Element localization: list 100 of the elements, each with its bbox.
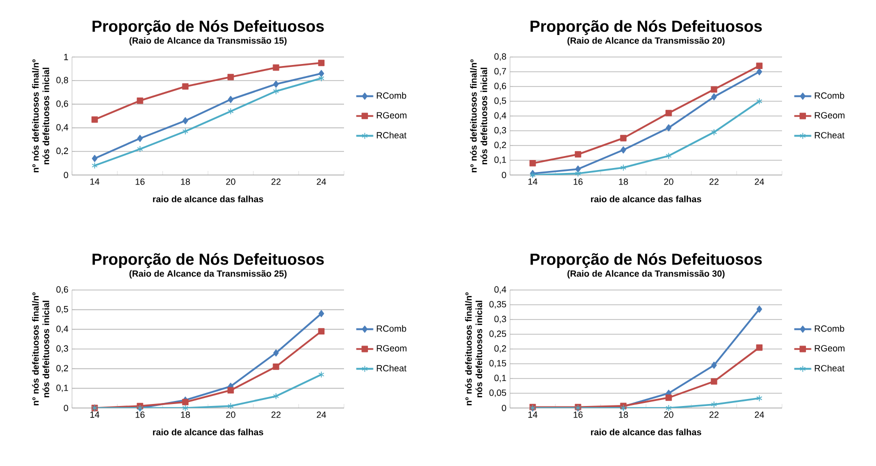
y-tick-label: 0,4	[56, 326, 68, 334]
point	[666, 152, 672, 160]
point	[711, 93, 717, 100]
chart-subtitle: (Raio de Alcance da Transmissão 25)	[129, 270, 287, 279]
point	[272, 364, 280, 370]
legend-label: RCheat	[376, 132, 406, 138]
chart-title: Proporção de Nós Defeituosos	[530, 253, 762, 268]
x-tick-label: 16	[574, 412, 583, 418]
point	[273, 88, 279, 95]
point	[711, 401, 717, 408]
x-tick-label: 20	[664, 178, 674, 185]
y-tick-label: 0	[502, 172, 506, 178]
y-tick-label: 0,3	[494, 127, 506, 134]
y-tick-label: 0,6	[56, 100, 68, 108]
legend-label: RGeom	[376, 345, 406, 352]
y-tick-label: 0,4	[56, 124, 68, 132]
x-axis-title: raio de alcance das falhas	[591, 428, 702, 436]
point	[574, 151, 582, 158]
x-tick-label: 16	[136, 412, 145, 418]
x-tick-label: 14	[90, 178, 100, 185]
x-tick-label: 22	[271, 178, 281, 185]
point	[182, 404, 188, 412]
point	[272, 64, 280, 71]
point	[318, 371, 324, 378]
point	[228, 402, 234, 410]
x-tick-label: 18	[181, 178, 190, 185]
y-tick-label: 0,2	[494, 345, 506, 353]
y-tick-label: 0,05	[489, 390, 506, 397]
point	[575, 170, 581, 177]
y-tick-label: 0,1	[494, 374, 506, 382]
y-tick-label: 0,3	[56, 345, 68, 353]
legend-label: RComb	[376, 325, 406, 332]
point	[137, 134, 143, 142]
point	[182, 128, 188, 135]
x-axis-title: raio de alcance das falhas	[591, 196, 702, 202]
x-tick-label: 24	[754, 412, 764, 418]
point	[665, 110, 672, 116]
y-tick-label: 0,4	[494, 112, 506, 120]
point	[620, 146, 626, 154]
x-tick-label: 18	[619, 412, 628, 418]
point	[136, 97, 144, 104]
chart-subtitle: (Raio de Alcance da Transmissão 15)	[129, 37, 287, 46]
point	[92, 154, 98, 162]
point	[273, 349, 279, 357]
y-axis-title: nº nós defeituosos final/nº nós defeituosos inicial	[32, 292, 50, 406]
x-tick-label: 16	[574, 178, 583, 185]
point	[666, 124, 672, 132]
point	[318, 70, 324, 78]
point	[227, 74, 234, 80]
y-tick-label: 0,2	[56, 148, 68, 156]
point	[620, 164, 626, 172]
point	[756, 306, 762, 313]
y-tick-label: 0,1	[56, 384, 68, 392]
point	[182, 117, 188, 124]
y-tick-label: 0,5	[494, 98, 506, 105]
chart-title: Proporção de Nós Defeituosos	[92, 253, 324, 268]
y-tick-label: 0	[502, 404, 506, 412]
y-tick-label: 0,4	[494, 286, 506, 294]
point	[756, 344, 763, 351]
point	[710, 86, 718, 93]
point	[273, 80, 279, 88]
y-tick-label: 0,2	[494, 142, 506, 150]
x-tick-label: 20	[226, 412, 236, 418]
chart-title: Proporção de Nós Defeituosos	[92, 20, 324, 35]
point	[529, 160, 536, 166]
point	[756, 68, 762, 76]
point	[318, 60, 325, 66]
x-tick-label: 24	[754, 178, 764, 185]
x-tick-label: 18	[181, 412, 190, 418]
y-tick-label: 0,8	[494, 53, 506, 61]
point	[318, 74, 324, 82]
point	[182, 83, 189, 90]
point	[756, 98, 762, 105]
legend-label: RGeom	[814, 112, 844, 118]
point	[228, 96, 234, 104]
y-axis-title: nº nós defeituosos final/nº nós defeituosos inicial	[470, 59, 488, 172]
y-tick-label: 0	[64, 172, 68, 178]
point	[91, 116, 98, 123]
x-tick-label: 22	[271, 412, 281, 418]
legend-label: RGeom	[376, 112, 406, 118]
legend-label: RCheat	[814, 364, 844, 372]
x-tick-label: 14	[528, 178, 538, 185]
legend-label: RComb	[814, 92, 844, 99]
x-tick-label: 22	[709, 178, 719, 185]
chart-title: Proporção de Nós Defeituosos	[530, 20, 762, 36]
y-axis-title: nº nós defeituosos final/nº nós defeituosos inicial	[465, 292, 482, 406]
point	[756, 394, 762, 402]
y-tick-label: 0,6	[56, 286, 68, 294]
legend-label: RComb	[814, 325, 844, 332]
y-tick-label: 0,15	[489, 360, 506, 368]
point	[711, 362, 717, 369]
legend-label: RComb	[376, 92, 406, 99]
y-tick-label: 0,1	[494, 156, 506, 164]
point	[273, 392, 279, 400]
x-tick-label: 18	[619, 178, 628, 185]
y-tick-label: 0,3	[494, 316, 506, 324]
y-axis-title: nº nós defeituosos final/nº nós defeituosos inicial	[32, 59, 50, 172]
chart-subtitle: (Raio de Alcance da Transmissão 20)	[567, 37, 725, 46]
x-axis-title: raio de alcance das falhas	[153, 428, 264, 436]
y-tick-label: 0,25	[489, 330, 506, 338]
